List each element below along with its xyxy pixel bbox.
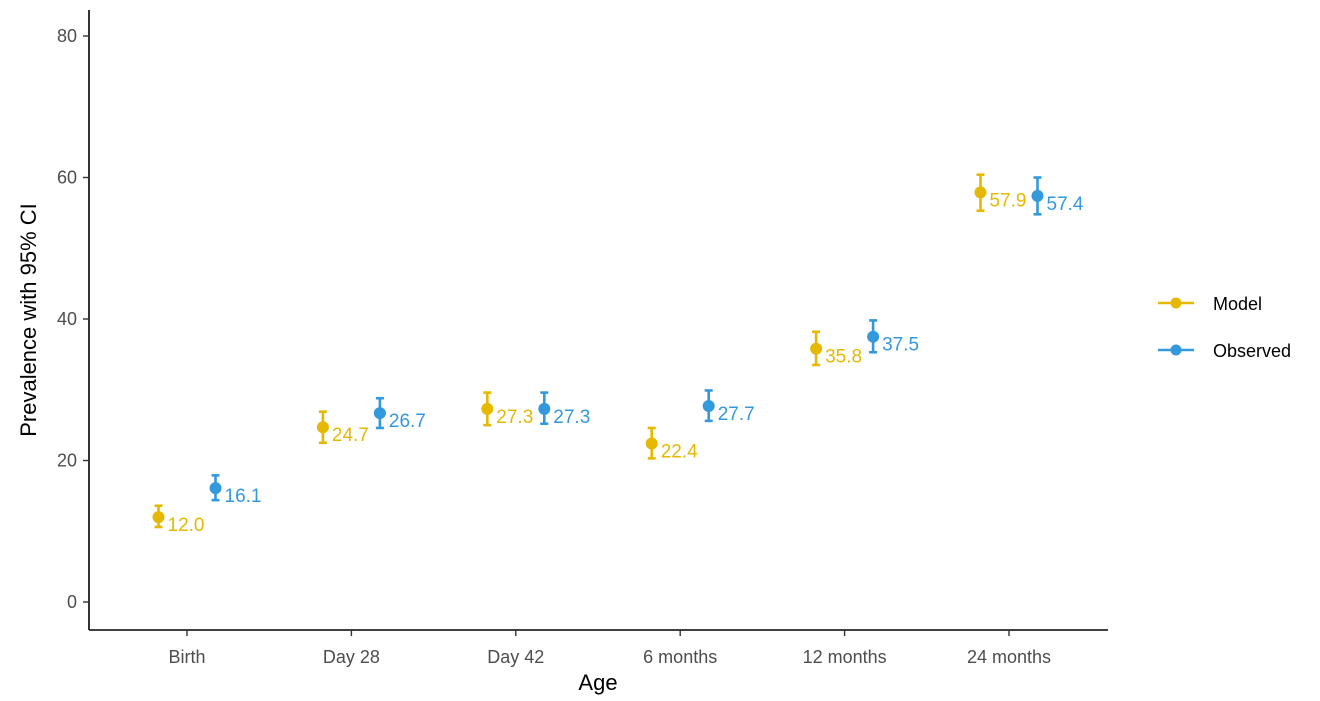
x-tick-label: Day 28: [323, 647, 380, 667]
data-point: [867, 330, 880, 343]
data-point: [645, 437, 658, 450]
data-label: 16.1: [225, 486, 262, 507]
data-label: 26.7: [389, 411, 426, 432]
data-label: 27.3: [496, 407, 533, 428]
data-label: 57.9: [990, 190, 1027, 211]
x-tick-label: Day 42: [487, 647, 544, 667]
data-label: 27.3: [553, 407, 590, 428]
data-point: [373, 407, 386, 420]
data-point: [1031, 189, 1044, 202]
x-ticks: Birth Day 28 Day 42 6 months 12 months 24 mon…: [168, 630, 1051, 667]
data-label: 24.7: [332, 425, 369, 446]
legend-item-model: Model: [1158, 294, 1262, 314]
series-observed: 16.1 26.7 27.3 27.7 37.5 57.4: [209, 176, 1084, 507]
legend-key-point: [1170, 344, 1182, 356]
data-label: 12.0: [168, 515, 205, 536]
legend-item-observed: Observed: [1158, 341, 1291, 361]
y-tick-label: 20: [57, 451, 77, 471]
y-axis-title: Prevalence with 95% CI: [16, 203, 41, 437]
y-ticks: 0 20 40 60 80: [57, 26, 89, 612]
x-tick-label: Birth: [168, 647, 205, 667]
data-point: [316, 421, 329, 434]
data-point: [152, 511, 165, 524]
x-tick-label: 24 months: [967, 647, 1051, 667]
data-point: [538, 402, 551, 415]
data-point: [209, 482, 222, 495]
y-tick-label: 80: [57, 26, 77, 46]
plot-area: 12.0 24.7 27.3 22.4 35.8 57.9 16.1 26.7 27.3 27.7…: [152, 173, 1084, 536]
data-point: [810, 342, 823, 355]
data-label: 57.4: [1047, 194, 1084, 215]
data-label: 37.5: [882, 335, 919, 356]
x-tick-label: 12 months: [803, 647, 887, 667]
data-label: 27.7: [718, 404, 755, 425]
data-label: 35.8: [825, 347, 862, 368]
data-point: [702, 400, 715, 413]
x-tick-label: 6 months: [643, 647, 717, 667]
legend-label: Observed: [1213, 341, 1291, 361]
data-point: [974, 186, 987, 199]
series-model: 12.0 24.7 27.3 22.4 35.8 57.9: [152, 173, 1027, 536]
legend: Model Observed: [1158, 294, 1291, 361]
y-tick-label: 0: [67, 592, 77, 612]
x-axis-title: Age: [578, 670, 617, 695]
data-label: 22.4: [661, 442, 698, 463]
data-point: [481, 402, 494, 415]
y-tick-label: 40: [57, 309, 77, 329]
legend-key-point: [1170, 297, 1182, 309]
legend-label: Model: [1213, 294, 1262, 314]
y-tick-label: 60: [57, 168, 77, 188]
